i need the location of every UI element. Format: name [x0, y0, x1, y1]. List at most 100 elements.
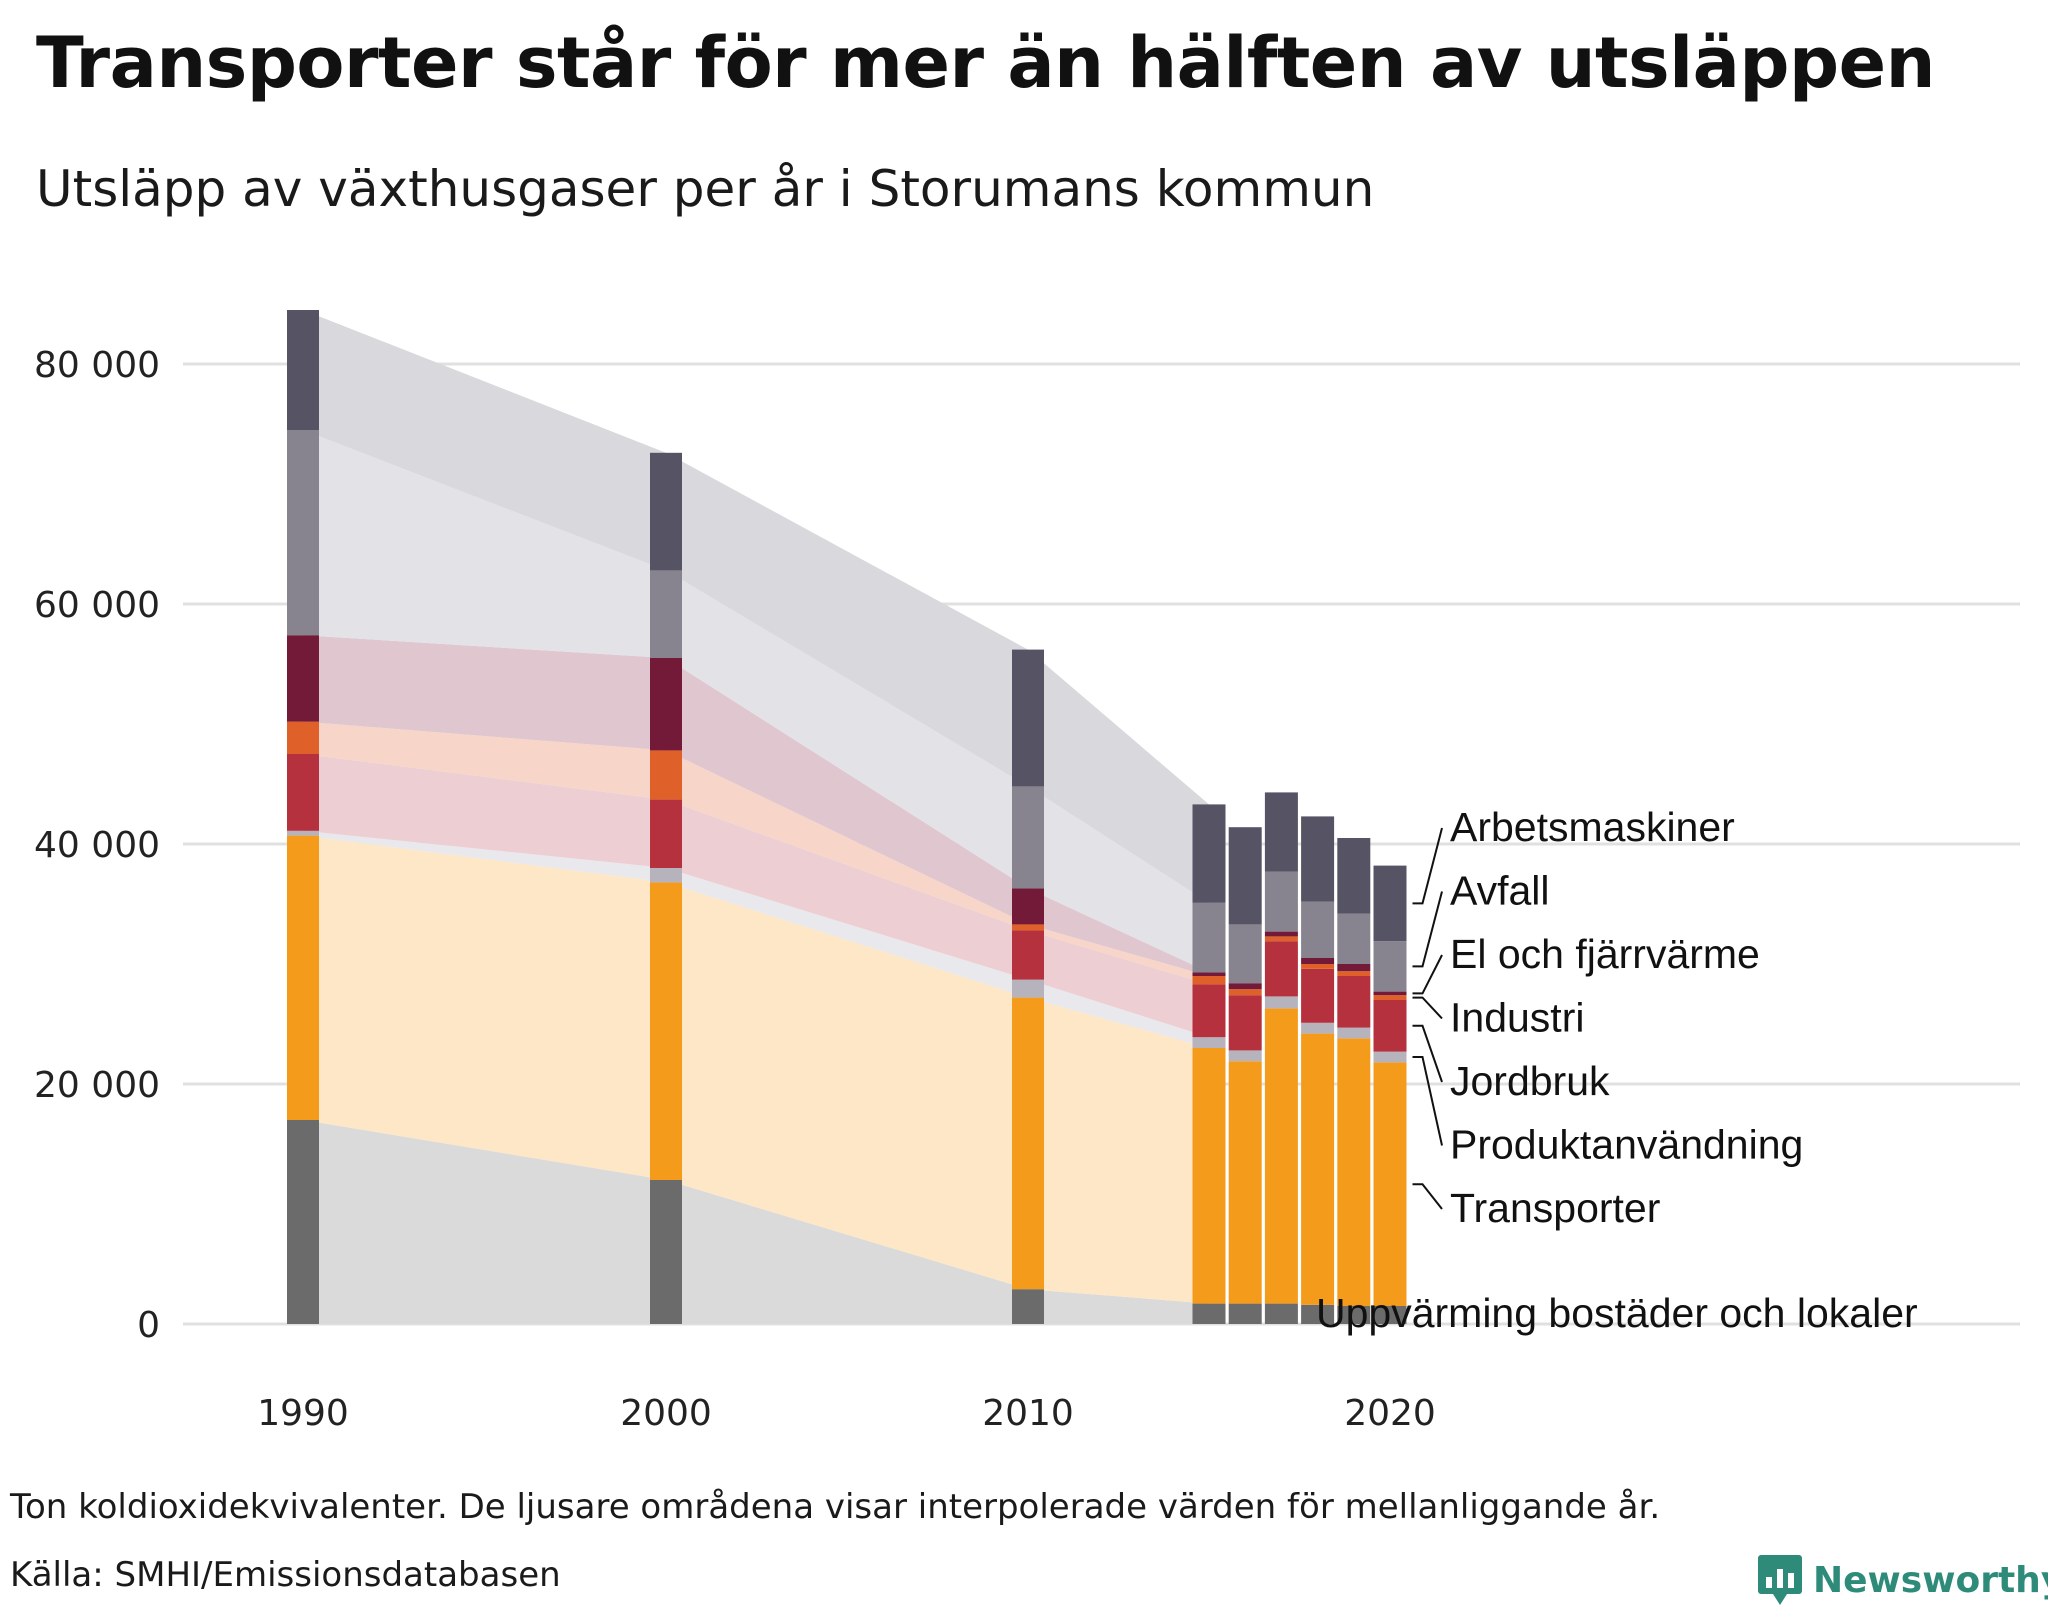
- band-arbetsmaskiner-2010-2015: [1028, 649, 1209, 903]
- bar-industri-2016: [1228, 989, 1262, 996]
- bar-el-och-fjarrvarme-1990: [287, 635, 319, 722]
- bar-jordbruk-2018: [1301, 968, 1335, 1023]
- bar-el-och-fjarrvarme-2016: [1228, 983, 1262, 990]
- bar-industri-2017: [1264, 936, 1298, 942]
- bar-industri-2018: [1301, 964, 1335, 969]
- y-tick-label-40000: 40 000: [34, 825, 160, 866]
- bar-uppvarming-bostader-och-lokaler-2017: [1264, 1303, 1298, 1324]
- bar-arbetsmaskiner-1990: [287, 310, 319, 430]
- bar-produktanvandning-2018: [1301, 1022, 1335, 1034]
- leader-line-produktanvandning: [1412, 1056, 1443, 1146]
- band-avfall-1990-2000: [303, 430, 666, 658]
- y-axis-ticks: 0 20 000 40 000 60 000 80 000: [34, 345, 160, 1346]
- x-tick-label-2010: 2010: [982, 1393, 1074, 1434]
- band-avfall-2010-2015: [1028, 786, 1209, 973]
- band-el-och-fjarrvarme-2000-2010: [666, 658, 1028, 925]
- series-label-jordbruk: Jordbruk: [1450, 1058, 1610, 1104]
- band-jordbruk-1990-2000: [303, 754, 666, 868]
- newsworthy-logo-icon: [1758, 1555, 1802, 1605]
- bar-industri-2015: [1192, 976, 1226, 985]
- footnote: Ton koldioxidekvivalenter. De ljusare om…: [10, 1487, 1661, 1527]
- bar-el-och-fjarrvarme-2015: [1192, 972, 1226, 976]
- bar-jordbruk-2019: [1337, 976, 1371, 1028]
- bar-uppvarming-bostader-och-lokaler-2018: [1301, 1304, 1335, 1324]
- stacked-bar-chart: 0 20 000 40 000 60 000 80 000 1990 2000 2010 20…: [34, 310, 2020, 1434]
- x-tick-label-1990: 1990: [257, 1393, 349, 1434]
- bar-industri-2019: [1337, 971, 1371, 976]
- brand-logo: Newsworthy: [1757, 1553, 2048, 1607]
- bar-el-och-fjarrvarme-2018: [1301, 958, 1335, 964]
- chart-title: Transporter står för mer än hälften av u…: [36, 22, 1935, 104]
- band-el-och-fjarrvarme-2010-2015: [1028, 888, 1209, 976]
- leader-line-avfall: [1412, 891, 1443, 968]
- bar-jordbruk-2000: [650, 799, 682, 868]
- band-transporter-2000-2010: [666, 882, 1028, 1290]
- bar-industri-2010: [1012, 924, 1044, 931]
- band-produktanvandning-2000-2010: [666, 868, 1028, 998]
- bar-uppvarming-bostader-och-lokaler-2019: [1337, 1306, 1371, 1324]
- bars: [287, 310, 1407, 1324]
- bar-transporter-2010: [1012, 997, 1044, 1290]
- bar-el-och-fjarrvarme-2000: [650, 658, 682, 751]
- y-tick-label-60000: 60 000: [34, 585, 160, 626]
- leader-line-industri: [1412, 996, 1443, 1020]
- series-label-el-och-fjarrvarme: El och fjärrvärme: [1450, 931, 1760, 977]
- series-labels: Arbetsmaskiner Avfall El och fjärrvärme Ind…: [1316, 804, 1918, 1336]
- bar-produktanvandning-2017: [1264, 996, 1298, 1009]
- bar-produktanvandning-2010: [1012, 979, 1044, 998]
- bar-arbetsmaskiner-2018: [1301, 816, 1335, 902]
- band-uppvarming-bostader-och-lokaler-2010-2015: [1028, 1289, 1209, 1324]
- bar-avfall-2019: [1337, 913, 1371, 964]
- band-el-och-fjarrvarme-1990-2000: [303, 635, 666, 751]
- band-arbetsmaskiner-1990-2000: [303, 310, 666, 571]
- bar-industri-2020: [1373, 995, 1407, 1000]
- band-uppvarming-bostader-och-lokaler-1990-2000: [303, 1120, 666, 1324]
- bar-produktanvandning-2020: [1373, 1051, 1407, 1063]
- source-note: Källa: SMHI/Emissionsdatabasen: [10, 1555, 561, 1595]
- x-tick-label-2000: 2000: [620, 1393, 712, 1434]
- bar-arbetsmaskiner-2017: [1264, 792, 1298, 872]
- bar-arbetsmaskiner-2016: [1228, 827, 1262, 925]
- bar-avfall-2020: [1373, 941, 1407, 992]
- chart-subtitle: Utsläpp av växthusgaser per år i Storuma…: [36, 160, 1375, 218]
- x-axis-ticks: 1990 2000 2010 2020: [257, 1393, 1436, 1434]
- bar-produktanvandning-2016: [1228, 1050, 1262, 1062]
- bar-industri-1990: [287, 721, 319, 754]
- bar-transporter-2020: [1373, 1062, 1407, 1306]
- series-label-transporter: Transporter: [1450, 1185, 1660, 1231]
- band-industri-2000-2010: [666, 750, 1028, 931]
- bar-uppvarming-bostader-och-lokaler-2016: [1228, 1303, 1262, 1324]
- series-label-produktanvandning: Produktanvändning: [1450, 1122, 1803, 1168]
- band-produktanvandning-2010-2015: [1028, 979, 1209, 1048]
- bar-produktanvandning-2000: [650, 868, 682, 883]
- bar-transporter-2017: [1264, 1008, 1298, 1304]
- bar-uppvarming-bostader-och-lokaler-2000: [650, 1180, 682, 1324]
- bar-jordbruk-2015: [1192, 984, 1226, 1038]
- band-jordbruk-2010-2015: [1028, 930, 1209, 1038]
- y-tick-label-20000: 20 000: [34, 1065, 160, 1106]
- bar-el-och-fjarrvarme-2020: [1373, 991, 1407, 996]
- bar-uppvarming-bostader-och-lokaler-2015: [1192, 1303, 1226, 1324]
- series-label-uppvarming-bostader-och-lokaler: Uppvärming bostäder och lokaler: [1316, 1290, 1918, 1336]
- bar-arbetsmaskiner-2020: [1373, 865, 1407, 942]
- band-transporter-2010-2015: [1028, 997, 1209, 1304]
- bar-avfall-2018: [1301, 901, 1335, 958]
- bar-avfall-2016: [1228, 924, 1262, 984]
- leader-line-arbetsmaskiner: [1412, 827, 1443, 905]
- brand-name: Newsworthy: [1813, 1559, 2048, 1601]
- bar-jordbruk-2016: [1228, 995, 1262, 1051]
- band-industri-2010-2015: [1028, 924, 1209, 985]
- bar-uppvarming-bostader-och-lokaler-2020: [1373, 1306, 1407, 1324]
- bar-transporter-2018: [1301, 1033, 1335, 1305]
- bar-produktanvandning-1990: [287, 830, 319, 836]
- bar-avfall-2000: [650, 570, 682, 658]
- bar-transporter-1990: [287, 835, 319, 1120]
- band-jordbruk-2000-2010: [666, 799, 1028, 980]
- bar-produktanvandning-2015: [1192, 1037, 1226, 1048]
- band-transporter-1990-2000: [303, 835, 666, 1180]
- y-tick-label-0: 0: [137, 1305, 160, 1346]
- bar-uppvarming-bostader-och-lokaler-1990: [287, 1120, 319, 1324]
- bar-jordbruk-2020: [1373, 1000, 1407, 1052]
- bar-jordbruk-1990: [287, 754, 319, 831]
- bar-transporter-2016: [1228, 1061, 1262, 1304]
